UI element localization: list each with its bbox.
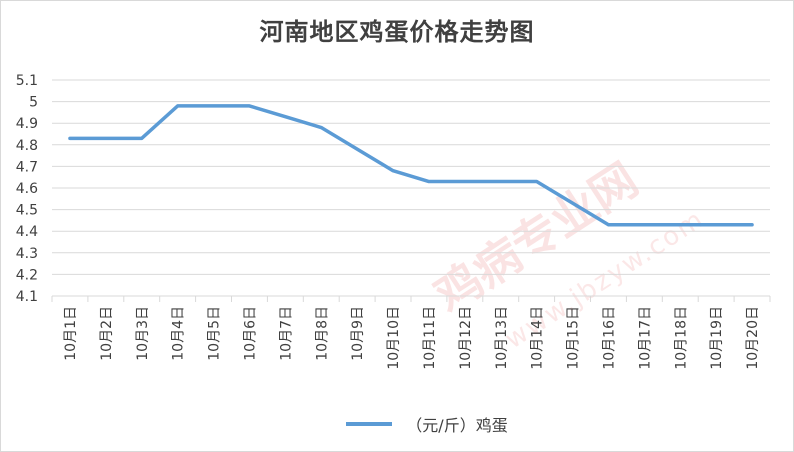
- y-tick-label: 4.7: [16, 159, 38, 175]
- x-tick-label: 10月13日: [494, 306, 510, 370]
- legend: （元/斤）鸡蛋: [0, 412, 794, 436]
- y-tick-label: 4.9: [16, 116, 38, 132]
- y-tick-label: 4.6: [16, 181, 38, 197]
- x-tick-label: 10月9日: [350, 306, 366, 361]
- y-tick-label: 5.1: [16, 73, 38, 89]
- y-tick-label: 5: [29, 95, 38, 111]
- x-tick-label: 10月1日: [63, 306, 79, 361]
- x-tick-label: 10月16日: [601, 306, 617, 370]
- x-tick-label: 10月5日: [207, 306, 223, 361]
- x-tick-label: 10月20日: [745, 306, 761, 370]
- x-tick-label: 10月15日: [566, 306, 582, 370]
- x-tick-label: 10月19日: [709, 306, 725, 370]
- x-tick-label: 10月10日: [386, 306, 402, 370]
- series-line: [68, 104, 754, 227]
- y-tick-label: 4.5: [16, 203, 38, 219]
- x-tick-label: 10月2日: [99, 306, 115, 361]
- x-tick-label: 10月11日: [422, 306, 438, 370]
- y-tick-label: 4.8: [16, 138, 38, 154]
- y-tick-label: 4.4: [16, 224, 38, 240]
- legend-swatch: [346, 422, 393, 426]
- x-tick-label: 10月3日: [135, 306, 151, 361]
- x-tick-label: 10月14日: [530, 306, 546, 370]
- x-tick-label: 10月8日: [314, 306, 330, 361]
- x-tick-label: 10月7日: [278, 306, 294, 361]
- x-tick-label: 10月12日: [458, 306, 474, 370]
- x-tick-label: 10月6日: [242, 306, 258, 361]
- x-tick-label: 10月17日: [637, 306, 653, 370]
- y-tick-label: 4.3: [16, 246, 38, 262]
- x-tick-label: 10月4日: [171, 306, 187, 361]
- chart-title: 河南地区鸡蛋价格走势图: [259, 17, 535, 46]
- x-tick-label: 10月18日: [673, 306, 689, 370]
- y-tick-label: 4.2: [16, 267, 38, 283]
- y-tick-label: 4.1: [16, 289, 38, 305]
- legend-label: （元/斤）鸡蛋: [406, 416, 508, 435]
